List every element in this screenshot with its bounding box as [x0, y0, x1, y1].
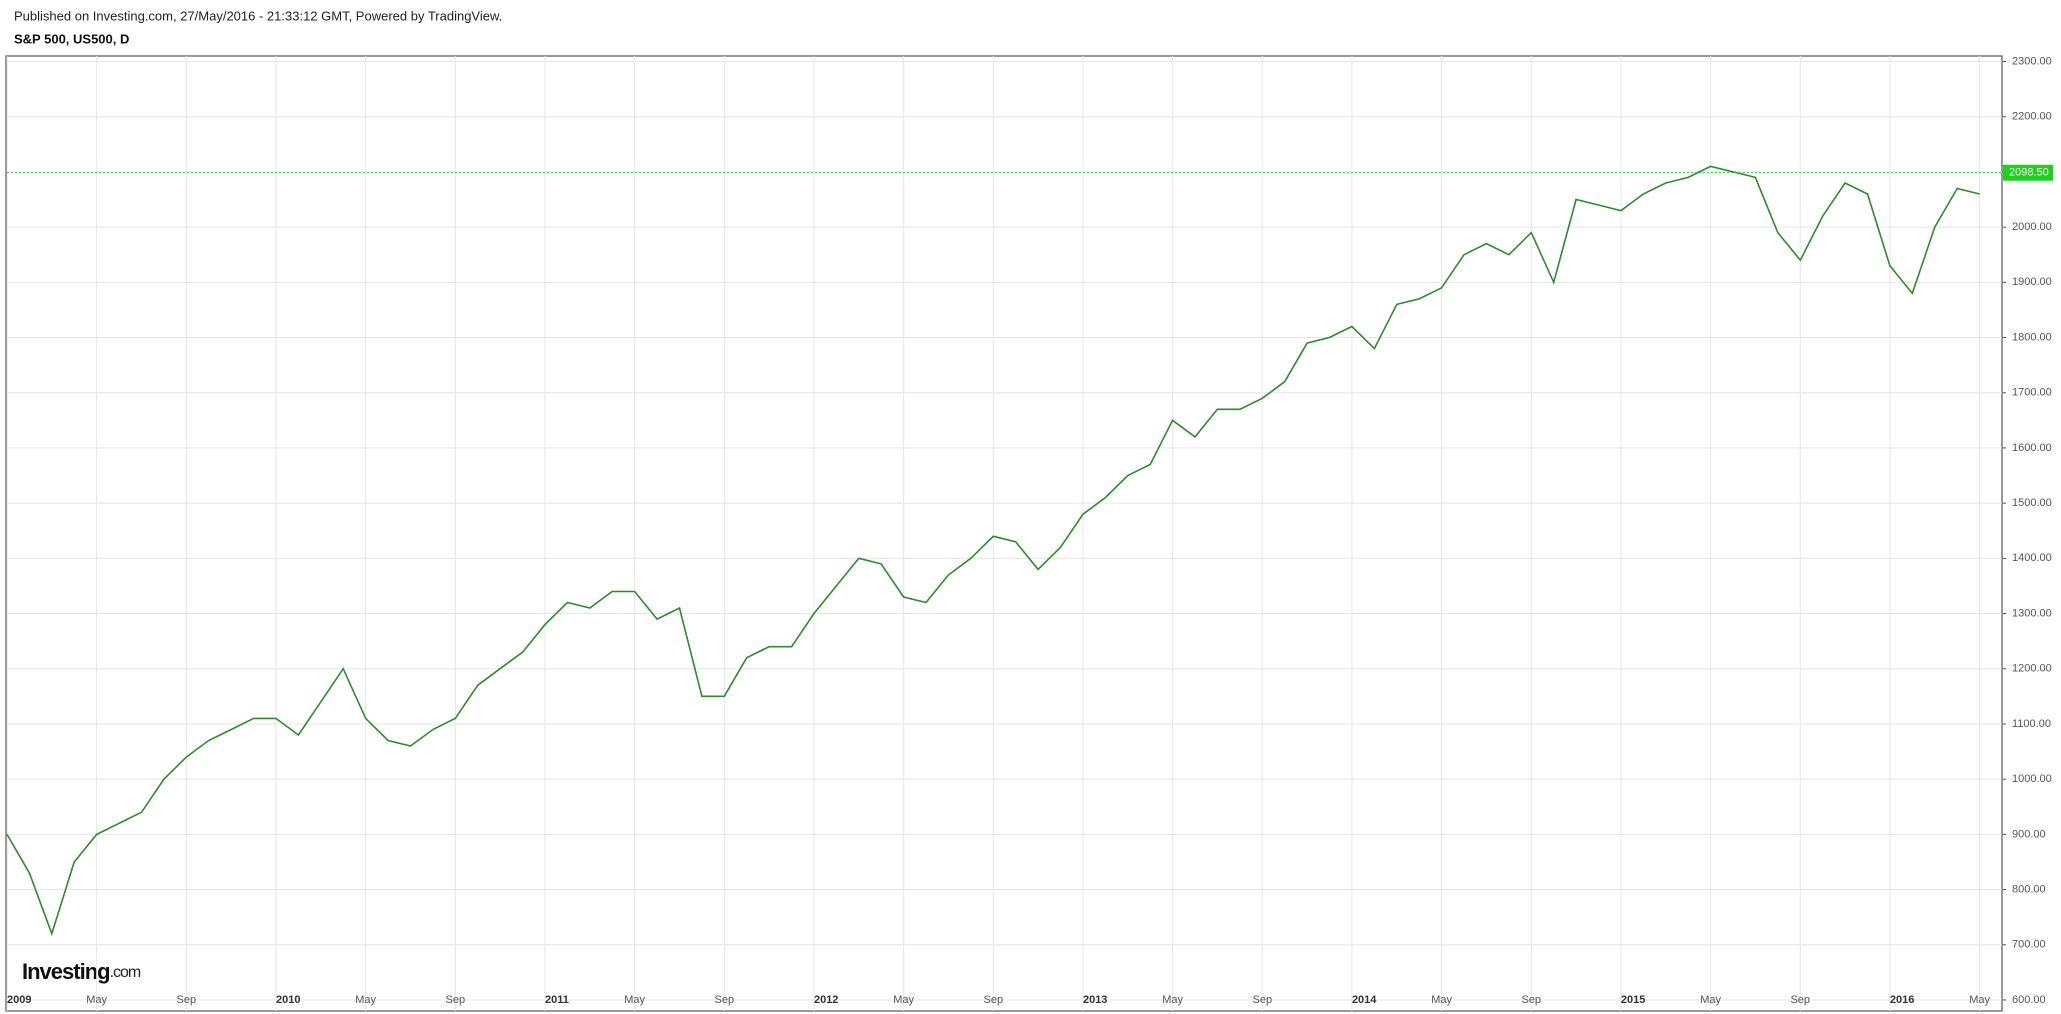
- y-tick-label: 2000.00: [2012, 221, 2052, 233]
- x-tick-label: Sep: [715, 994, 735, 1006]
- chart-title: S&P 500, US500, D: [14, 31, 129, 46]
- x-tick-label: Sep: [446, 994, 466, 1006]
- y-tick-label: 1500.00: [2012, 497, 2052, 509]
- y-tick-label: 1100.00: [2012, 718, 2051, 730]
- last-price-box: [2003, 164, 2053, 181]
- price-line: [6, 165, 1980, 937]
- y-tick-label: 1700.00: [2012, 387, 2052, 399]
- y-tick-label: 2200.00: [2012, 111, 2052, 123]
- x-tick-label: 2016: [1890, 994, 1914, 1006]
- grid: [6, 56, 2002, 1011]
- x-tick-label: May: [893, 994, 914, 1006]
- x-tick-label: May: [1969, 994, 1990, 1006]
- x-tick-label: 2009: [7, 994, 31, 1006]
- x-tick-label: 2015: [1621, 994, 1645, 1006]
- plot-frame: [5, 55, 2003, 1012]
- x-tick-label: Sep: [984, 994, 1004, 1006]
- x-tick-label: May: [1162, 994, 1183, 1006]
- x-tick-label: May: [1431, 994, 1452, 1006]
- y-tick-label: 1800.00: [2012, 331, 2052, 343]
- x-tick-label: 2012: [814, 994, 838, 1006]
- y-tick-label: 900.00: [2012, 828, 2046, 840]
- x-tick-label: May: [86, 994, 107, 1006]
- x-tick-label: 2011: [545, 994, 569, 1006]
- x-tick-label: May: [624, 994, 645, 1006]
- y-tick-label: 2300.00: [2012, 55, 2052, 67]
- x-tick-label: Sep: [177, 994, 197, 1006]
- y-tick-label: 1400.00: [2012, 552, 2052, 564]
- y-tick-label: 1900.00: [2012, 276, 2052, 288]
- x-tick-label: Sep: [1252, 994, 1272, 1006]
- x-tick-label: Sep: [1790, 994, 1810, 1006]
- logo-suffix: .com: [110, 964, 141, 981]
- logo: Investing.com: [22, 959, 141, 984]
- x-tick-label: 2013: [1083, 994, 1107, 1006]
- x-tick-label: Sep: [1521, 994, 1541, 1006]
- y-tick-label: 1200.00: [2012, 663, 2052, 675]
- x-tick-label: 2010: [276, 994, 300, 1006]
- chart-subtitle: Published on Investing.com, 27/May/2016 …: [14, 8, 502, 23]
- y-tick-label: 1600.00: [2012, 442, 2052, 454]
- y-tick-label: 600.00: [2012, 994, 2046, 1006]
- y-tick-label: 1300.00: [2012, 607, 2052, 619]
- logo-main: Investing: [22, 959, 110, 984]
- x-tick-label: May: [355, 994, 376, 1006]
- y-tick-label: 1000.00: [2012, 773, 2052, 785]
- last-price-label: 2098.50: [2009, 167, 2049, 179]
- x-tick-label: 2014: [1352, 994, 1377, 1006]
- y-tick-label: 800.00: [2012, 883, 2046, 895]
- x-tick-label: May: [1700, 994, 1721, 1006]
- y-tick-label: 700.00: [2012, 939, 2046, 951]
